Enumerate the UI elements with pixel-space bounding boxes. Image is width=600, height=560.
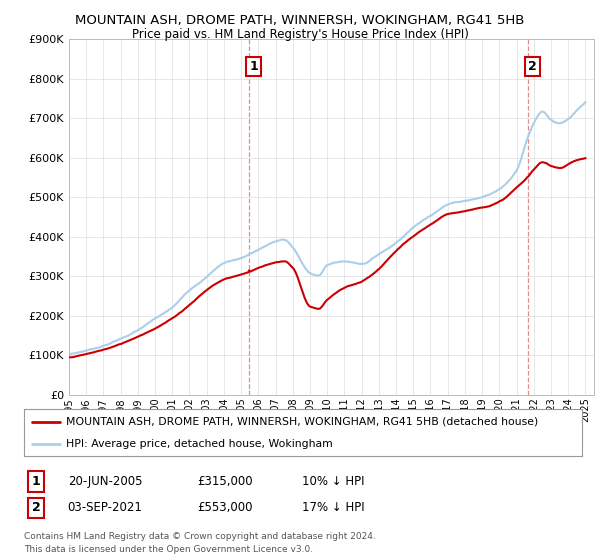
Text: £553,000: £553,000 — [197, 501, 253, 515]
Text: 1: 1 — [249, 60, 258, 73]
Text: 10% ↓ HPI: 10% ↓ HPI — [302, 475, 364, 488]
Text: £315,000: £315,000 — [197, 475, 253, 488]
Text: Contains HM Land Registry data © Crown copyright and database right 2024.
This d: Contains HM Land Registry data © Crown c… — [24, 533, 376, 554]
Text: 03-SEP-2021: 03-SEP-2021 — [68, 501, 142, 515]
Text: 17% ↓ HPI: 17% ↓ HPI — [302, 501, 364, 515]
Text: MOUNTAIN ASH, DROME PATH, WINNERSH, WOKINGHAM, RG41 5HB: MOUNTAIN ASH, DROME PATH, WINNERSH, WOKI… — [76, 14, 524, 27]
Text: 1: 1 — [32, 475, 40, 488]
Text: 2: 2 — [528, 60, 537, 73]
Text: 2: 2 — [32, 501, 40, 515]
Text: 20-JUN-2005: 20-JUN-2005 — [68, 475, 142, 488]
Text: MOUNTAIN ASH, DROME PATH, WINNERSH, WOKINGHAM, RG41 5HB (detached house): MOUNTAIN ASH, DROME PATH, WINNERSH, WOKI… — [66, 417, 538, 427]
Text: Price paid vs. HM Land Registry's House Price Index (HPI): Price paid vs. HM Land Registry's House … — [131, 28, 469, 41]
Text: HPI: Average price, detached house, Wokingham: HPI: Average price, detached house, Woki… — [66, 438, 332, 449]
